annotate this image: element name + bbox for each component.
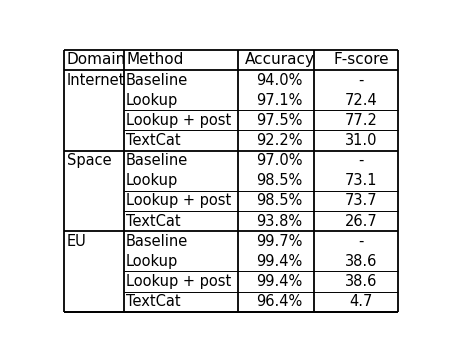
Text: 96.4%: 96.4%: [256, 294, 302, 309]
Text: 98.5%: 98.5%: [256, 173, 302, 188]
Text: TextCat: TextCat: [126, 214, 180, 228]
Text: TextCat: TextCat: [126, 294, 180, 309]
Text: Lookup: Lookup: [126, 173, 178, 188]
Text: 99.4%: 99.4%: [256, 254, 302, 269]
Text: -: -: [359, 73, 364, 88]
Text: 93.8%: 93.8%: [256, 214, 302, 228]
Text: 99.7%: 99.7%: [256, 234, 303, 249]
Text: Lookup + post: Lookup + post: [126, 113, 231, 128]
Text: 38.6: 38.6: [345, 274, 378, 289]
Text: TextCat: TextCat: [126, 133, 180, 148]
Text: Lookup: Lookup: [126, 254, 178, 269]
Text: 4.7: 4.7: [350, 294, 373, 309]
Text: 94.0%: 94.0%: [256, 73, 303, 88]
Text: 92.2%: 92.2%: [256, 133, 303, 148]
Text: Baseline: Baseline: [126, 234, 188, 249]
Text: Domain: Domain: [67, 52, 126, 67]
Text: F-score: F-score: [333, 52, 389, 67]
Text: Accuracy: Accuracy: [244, 52, 315, 67]
Text: -: -: [359, 234, 364, 249]
Text: Baseline: Baseline: [126, 73, 188, 88]
Text: Space: Space: [67, 153, 111, 168]
Text: Method: Method: [126, 52, 184, 67]
Text: -: -: [359, 153, 364, 168]
Text: Lookup + post: Lookup + post: [126, 193, 231, 208]
Text: 73.7: 73.7: [345, 193, 378, 208]
Text: Baseline: Baseline: [126, 153, 188, 168]
Text: EU: EU: [67, 234, 86, 249]
Text: 99.4%: 99.4%: [256, 274, 302, 289]
Text: 97.1%: 97.1%: [256, 93, 303, 108]
Text: 97.5%: 97.5%: [256, 113, 303, 128]
Text: 77.2: 77.2: [345, 113, 378, 128]
Text: 98.5%: 98.5%: [256, 193, 302, 208]
Text: 97.0%: 97.0%: [256, 153, 303, 168]
Text: Lookup: Lookup: [126, 93, 178, 108]
Text: 38.6: 38.6: [345, 254, 378, 269]
Text: 72.4: 72.4: [345, 93, 378, 108]
Text: Lookup + post: Lookup + post: [126, 274, 231, 289]
Text: Internet: Internet: [67, 73, 125, 88]
Text: 26.7: 26.7: [345, 214, 378, 228]
Text: 31.0: 31.0: [345, 133, 378, 148]
Text: 73.1: 73.1: [345, 173, 378, 188]
